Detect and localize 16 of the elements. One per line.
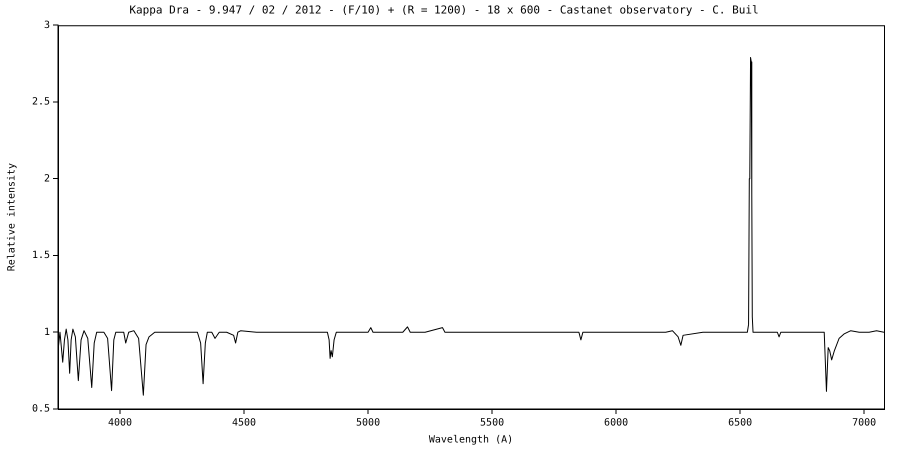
x-tick-label: 5000 — [356, 418, 380, 429]
chart-title: Kappa Dra - 9.947 / 02 / 2012 - (F/10) + (R = 1200) - 18 x 600 - Castanet observatory - C. Buil — [129, 3, 759, 16]
y-tick-label: 2.5 — [32, 96, 50, 108]
x-tick-label: 4000 — [108, 418, 132, 429]
y-tick-label: 0.5 — [32, 404, 50, 415]
x-axis-title: Wavelength (A) — [428, 434, 514, 446]
y-axis-title: Relative intensity — [6, 162, 18, 272]
y-tick-label: 1.5 — [32, 250, 50, 262]
x-tick-label: 5500 — [480, 418, 504, 429]
x-tick-label: 6500 — [728, 418, 752, 429]
y-tick-label: 2 — [44, 173, 50, 184]
x-tick-label: 4500 — [232, 418, 256, 429]
x-tick-label: 6000 — [604, 418, 628, 429]
y-tick-label: 1 — [44, 326, 50, 338]
x-tick-label: 7000 — [852, 418, 876, 429]
y-tick-label: 3 — [44, 20, 50, 31]
